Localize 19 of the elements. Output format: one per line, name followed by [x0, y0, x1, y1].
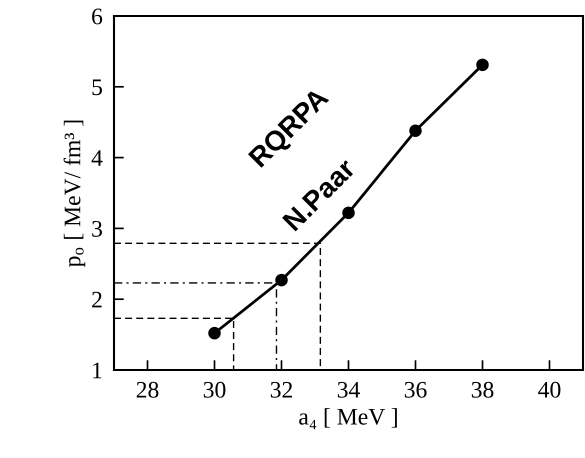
point	[409, 124, 422, 137]
y-tick-label: 5	[92, 80, 102, 96]
x-tick-label: 30	[204, 382, 226, 398]
x-tick-label: 36	[404, 382, 427, 398]
x-tick-label: 28	[136, 382, 158, 398]
y-tick-label: 3	[92, 220, 102, 237]
x-tick-label: 38	[472, 382, 494, 398]
point	[275, 274, 288, 286]
point	[208, 326, 221, 340]
y-axis-title: p$_{o}$ [ MeV/ fm³ ]	[64, 120, 86, 267]
y-tick-label: 4	[92, 150, 103, 166]
y-tick-label: 2	[92, 292, 102, 308]
point	[476, 58, 489, 72]
x-tick-label: 40	[538, 382, 560, 398]
x-tick-label: 34	[338, 382, 360, 398]
x-tick-label: 32	[270, 382, 292, 398]
y-tick-label: 1	[93, 362, 102, 378]
y-tick-label: 6	[92, 8, 102, 24]
x-axis-title: a₄ [ MeV ]	[299, 408, 397, 430]
